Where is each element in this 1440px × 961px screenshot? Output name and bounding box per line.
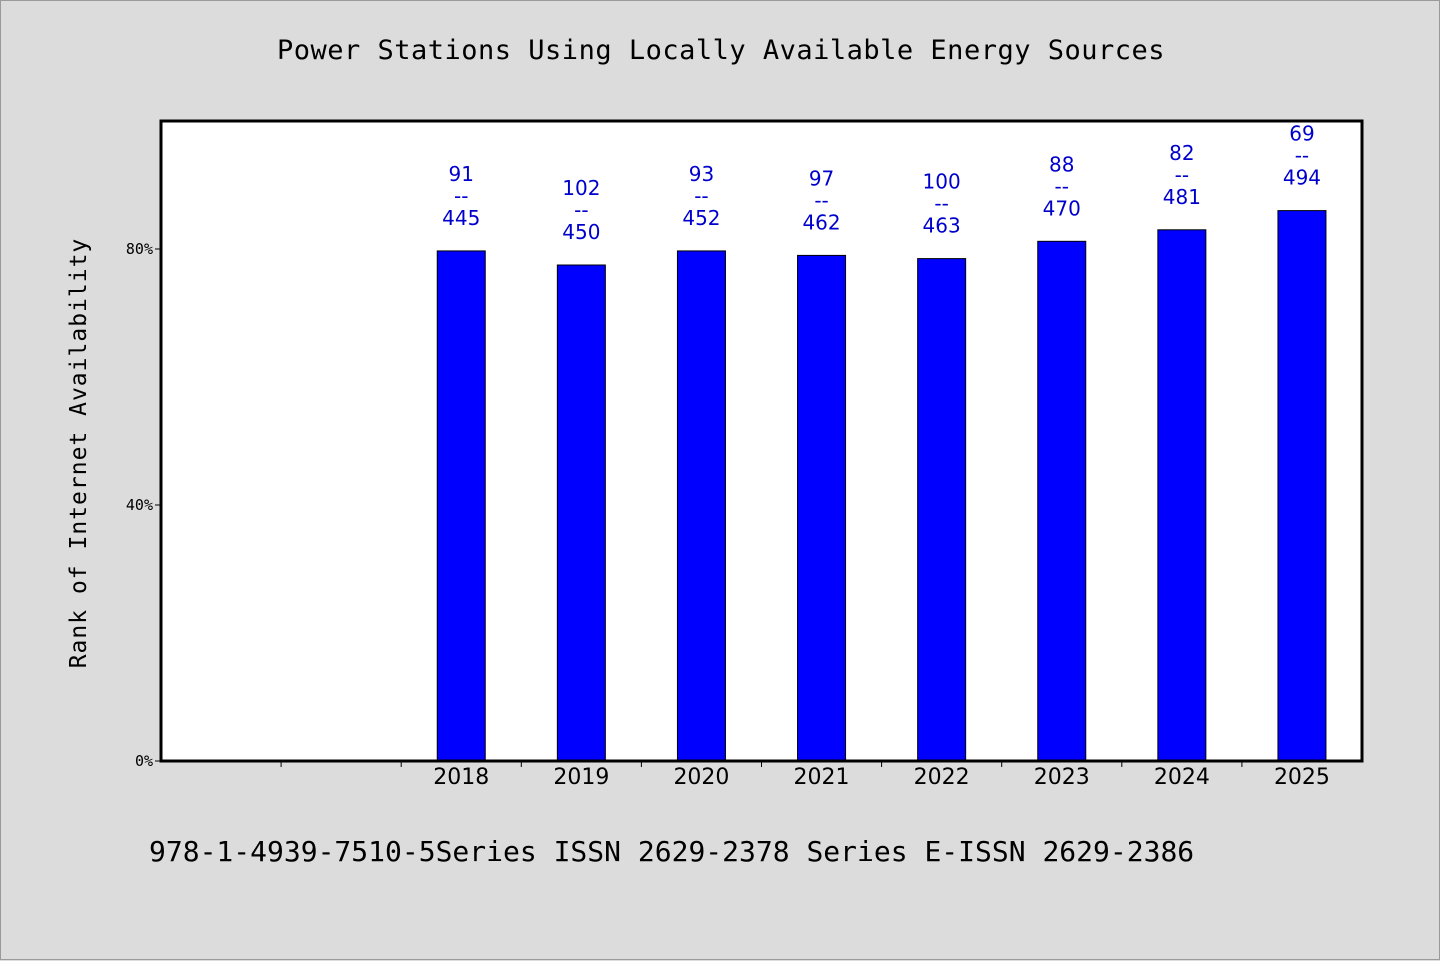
data-label: 69 xyxy=(1289,122,1314,146)
x-tick-label: 2021 xyxy=(794,765,850,790)
bar-2018 xyxy=(436,250,486,762)
bar-2019 xyxy=(556,264,606,762)
x-tick-label: 2023 xyxy=(1034,765,1090,790)
bar-2024 xyxy=(1157,229,1207,762)
data-label: 102 xyxy=(562,176,600,200)
data-label: 97 xyxy=(809,166,834,190)
data-label: 470 xyxy=(1043,196,1081,220)
x-tick-label: 2022 xyxy=(914,765,970,790)
data-label: -- xyxy=(1295,144,1309,168)
x-tick-label: 2019 xyxy=(553,765,609,790)
x-tick-label: 2018 xyxy=(433,765,489,790)
data-label: -- xyxy=(1055,174,1069,198)
data-label: -- xyxy=(934,192,948,216)
data-label: 462 xyxy=(802,210,840,234)
data-label: 450 xyxy=(562,220,600,244)
data-label: 452 xyxy=(682,206,720,230)
x-tick-label: 2020 xyxy=(673,765,729,790)
bar-2022 xyxy=(917,258,967,762)
data-label: -- xyxy=(574,198,588,222)
data-label: 88 xyxy=(1049,152,1074,176)
bar-2023 xyxy=(1037,240,1087,762)
data-label: -- xyxy=(694,184,708,208)
data-label: 93 xyxy=(689,162,714,186)
y-tick-label: 0% xyxy=(135,752,153,770)
footer-isbn-text: 978-1-4939-7510-5Series ISSN 2629-2378 S… xyxy=(149,835,1195,868)
data-label: 91 xyxy=(449,162,474,186)
bar-2020 xyxy=(676,250,726,762)
y-tick-label: 40% xyxy=(126,496,153,514)
data-label: 82 xyxy=(1169,141,1194,165)
plot-border xyxy=(159,119,1364,763)
data-label: -- xyxy=(454,184,468,208)
x-tick-label: 2025 xyxy=(1274,765,1330,790)
x-tick-label: 2024 xyxy=(1154,765,1210,790)
bar-2021 xyxy=(797,254,847,762)
data-label: -- xyxy=(1175,163,1189,187)
data-label: 481 xyxy=(1163,185,1201,209)
data-label: 494 xyxy=(1283,166,1321,190)
data-label: 463 xyxy=(923,214,961,238)
data-label: 100 xyxy=(923,170,961,194)
bar-2025 xyxy=(1277,210,1327,762)
chart-title: Power Stations Using Locally Available E… xyxy=(276,35,1166,66)
y-tick-label: 80% xyxy=(126,240,153,258)
data-label: -- xyxy=(814,188,828,212)
data-label: 445 xyxy=(442,206,480,230)
